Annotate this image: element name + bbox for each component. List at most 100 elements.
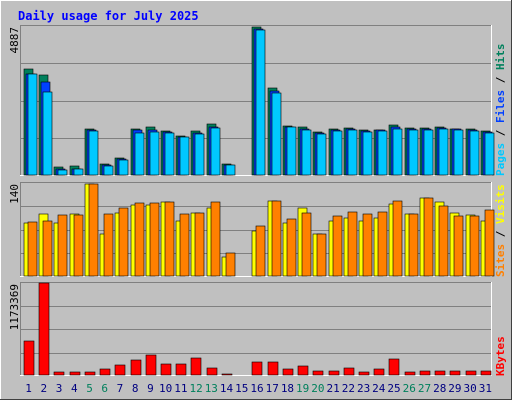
kbytes-bar-kbytes-day-24 — [373, 368, 385, 376]
hits-files-pages-bar-pages-day-17 — [271, 92, 282, 176]
hits-files-pages-bar-pages-day-14 — [225, 164, 236, 176]
hits-files-pages-bar-pages-day-21 — [332, 130, 343, 176]
visits-sites-bar-sites-day-23 — [362, 213, 373, 277]
legend-sites: Sites — [494, 244, 507, 277]
day-label-6: 6 — [101, 382, 108, 395]
visits-sites-bar-sites-day-30 — [469, 215, 480, 277]
visits-sites-max-label: 140 — [8, 184, 21, 204]
visits-sites-bar-sites-day-25 — [392, 200, 403, 277]
day-label-28: 28 — [433, 382, 446, 395]
hits-files-pages-bar-pages-day-27 — [423, 129, 434, 176]
kbytes-bar-kbytes-day-31 — [480, 370, 492, 376]
hits-files-pages-panel: 4887 Pages / Files / Hits — [8, 25, 507, 176]
visits-sites-bar-sites-day-26 — [408, 213, 419, 277]
day-label-4: 4 — [71, 382, 78, 395]
day-label-15: 15 — [235, 382, 248, 395]
kbytes-bar-kbytes-day-25 — [388, 358, 400, 376]
day-label-31: 31 — [479, 382, 492, 395]
visits-sites-bar-sites-day-31 — [484, 209, 495, 277]
visits-sites-bar-sites-day-10 — [164, 201, 175, 277]
hits-files-pages-bar-pages-day-7 — [118, 159, 129, 176]
kbytes-bar-kbytes-day-26 — [404, 371, 416, 376]
day-label-1: 1 — [25, 382, 32, 395]
day-label-19: 19 — [296, 382, 309, 395]
visits-sites-bar-sites-day-19 — [301, 212, 312, 277]
day-label-21: 21 — [327, 382, 340, 395]
visits-sites-bar-sites-day-21 — [332, 215, 343, 277]
kbytes-bar-kbytes-day-11 — [175, 363, 187, 376]
day-label-10: 10 — [159, 382, 172, 395]
day-label-22: 22 — [342, 382, 355, 395]
kbytes-bar-kbytes-day-28 — [434, 370, 446, 376]
day-label-24: 24 — [372, 382, 386, 395]
visits-sites-legend: Sites / Visits — [494, 184, 507, 277]
hits-files-pages-bar-pages-day-18 — [286, 126, 297, 176]
visits-sites-bar-sites-day-14 — [225, 252, 236, 277]
visits-sites-bar-sites-day-5 — [88, 183, 99, 277]
day-label-18: 18 — [281, 382, 294, 395]
day-label-17: 17 — [266, 382, 279, 395]
kbytes-bar-kbytes-day-6 — [99, 368, 111, 376]
visits-sites-bar-sites-day-4 — [73, 214, 84, 277]
kbytes-bar-kbytes-day-7 — [114, 364, 126, 376]
hits-files-pages-legend: Pages / Files / Hits — [494, 44, 507, 177]
hits-files-pages-legend-separator: / — [494, 70, 507, 90]
day-label-29: 29 — [448, 382, 461, 395]
kbytes-bar-kbytes-day-8 — [130, 359, 142, 376]
kbytes-bar-kbytes-day-16 — [251, 361, 263, 376]
hits-files-pages-max-label: 4887 — [8, 27, 21, 54]
hits-files-pages-bar-pages-day-28 — [438, 128, 449, 176]
hits-files-pages-bar-pages-day-2 — [42, 91, 53, 176]
day-label-30: 30 — [464, 382, 477, 395]
day-label-3: 3 — [56, 382, 63, 395]
visits-sites-bar-sites-day-11 — [179, 213, 190, 277]
visits-sites-bar-sites-day-12 — [194, 212, 205, 277]
visits-sites-bar-sites-day-24 — [377, 211, 388, 277]
visits-sites-bar-sites-day-17 — [271, 200, 282, 277]
legend-pages: Pages — [494, 143, 507, 176]
kbytes-bar-kbytes-day-4 — [69, 371, 81, 376]
day-label-9: 9 — [147, 382, 154, 395]
visits-sites-bar-sites-day-2 — [42, 220, 53, 277]
day-label-8: 8 — [132, 382, 139, 395]
visits-sites-bar-sites-day-13 — [210, 201, 221, 277]
kbytes-bar-kbytes-day-9 — [145, 354, 157, 376]
visits-sites-bar-sites-day-6 — [103, 213, 114, 277]
kbytes-max-label: 1173369 — [8, 284, 21, 330]
kbytes-bar-kbytes-day-19 — [297, 365, 309, 376]
visits-sites-bar-sites-day-27 — [423, 197, 434, 277]
kbytes-bar-kbytes-day-1 — [23, 340, 35, 376]
legend-visits: Visits — [494, 184, 507, 224]
chart-panels: 4887 Pages / Files / Hits 140 Sites / Visit… — [8, 25, 507, 376]
kbytes-bar-kbytes-day-23 — [358, 371, 370, 376]
hits-files-pages-bar-pages-day-25 — [392, 128, 403, 176]
kbytes-bar-kbytes-day-18 — [282, 368, 294, 376]
kbytes-bar-kbytes-day-10 — [160, 363, 172, 376]
hits-files-pages-bar-pages-day-1 — [27, 73, 38, 176]
hits-files-pages-legend-separator: / — [494, 123, 507, 143]
kbytes-bar-kbytes-day-17 — [267, 361, 279, 376]
day-label-14: 14 — [220, 382, 234, 395]
day-label-13: 13 — [205, 382, 218, 395]
day-label-26: 26 — [403, 382, 416, 395]
visits-sites-bar-sites-day-16 — [255, 225, 266, 277]
day-label-23: 23 — [357, 382, 370, 395]
day-label-25: 25 — [387, 382, 400, 395]
kbytes-bar-kbytes-day-29 — [449, 370, 461, 376]
hits-files-pages-bar-pages-day-3 — [57, 169, 68, 176]
kbytes-panel: 1173369 KBytes — [8, 282, 507, 376]
hits-files-pages-bar-pages-day-19 — [301, 129, 312, 176]
visits-sites-legend-separator: / — [494, 224, 507, 244]
day-label-7: 7 — [117, 382, 124, 395]
x-axis-day-labels: 1 2 3 4 5 6 7 8 9 10 11 12 13 14 15 16 17 18 19 20 21 22 23 24 2… — [25, 382, 492, 395]
hits-files-pages-bar-pages-day-24 — [377, 130, 388, 176]
kbytes-bar-kbytes-day-5 — [84, 371, 96, 376]
hits-files-pages-bar-pages-day-13 — [210, 127, 221, 176]
hits-files-pages-bar-pages-day-10 — [164, 132, 175, 176]
chart-title: Daily usage for July 2025 — [18, 9, 199, 23]
kbytes-bar-kbytes-day-22 — [343, 367, 355, 376]
visits-sites-bar-sites-day-7 — [118, 207, 129, 277]
visits-sites-bar-sites-day-20 — [316, 233, 327, 277]
